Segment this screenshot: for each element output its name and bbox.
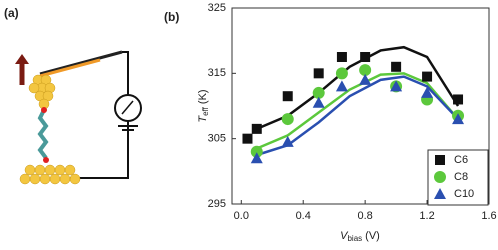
plot-frame bbox=[231, 7, 490, 205]
y-tick-label: 295 bbox=[208, 198, 226, 210]
marker-square bbox=[336, 52, 347, 62]
x-label-unit: (V) bbox=[365, 230, 380, 242]
x-tick-label: 0.4 bbox=[296, 210, 311, 222]
marker-triangle bbox=[452, 113, 465, 125]
marker-triangle bbox=[312, 96, 325, 108]
legend-label: C6 bbox=[454, 154, 468, 166]
marker-circle bbox=[434, 171, 446, 183]
y-label-sub: eff bbox=[201, 106, 210, 116]
meter-needle bbox=[121, 100, 134, 115]
panel-label: (b) bbox=[164, 10, 179, 24]
schematic bbox=[15, 50, 142, 185]
marker-square bbox=[313, 68, 324, 79]
marker-circle bbox=[312, 86, 325, 99]
y-tick-label: 325 bbox=[208, 2, 226, 14]
marker-circle bbox=[281, 113, 294, 126]
marker-circle bbox=[359, 64, 372, 77]
marker-square bbox=[282, 91, 293, 102]
x-axis-label: Vbias (V) bbox=[340, 230, 380, 243]
marker-triangle bbox=[390, 80, 403, 92]
marker-square bbox=[453, 94, 464, 105]
x-tick-label: 0.0 bbox=[234, 210, 249, 222]
marker-square bbox=[435, 155, 445, 165]
legend-label: C8 bbox=[454, 171, 468, 183]
fit-curve bbox=[256, 75, 459, 157]
marker-triangle bbox=[335, 80, 348, 92]
x-label-sub: bias bbox=[347, 234, 362, 243]
marker-square bbox=[251, 123, 262, 134]
marker-square bbox=[391, 61, 402, 72]
fit-curve bbox=[256, 72, 459, 150]
marker-triangle bbox=[281, 135, 294, 147]
anchor-atom bbox=[41, 107, 47, 113]
marker-triangle bbox=[421, 86, 434, 98]
molecule bbox=[37, 109, 49, 160]
panel-label: (a) bbox=[4, 6, 19, 20]
marker-triangle bbox=[359, 73, 372, 85]
gold-top bbox=[28, 74, 56, 110]
legend-label: C10 bbox=[454, 188, 474, 200]
x-tick-label: 1.6 bbox=[481, 210, 496, 222]
gold-bottom bbox=[19, 164, 81, 185]
marker-circle bbox=[250, 145, 263, 158]
marker-square bbox=[360, 52, 371, 62]
x-label-main: V bbox=[340, 230, 349, 242]
tip-coating bbox=[39, 58, 101, 78]
y-label-main: T bbox=[197, 115, 209, 123]
marker-square bbox=[242, 133, 253, 144]
anchor-atom bbox=[43, 157, 49, 163]
x-tick-label: 0.8 bbox=[357, 210, 372, 222]
y-label-unit: (K) bbox=[197, 89, 209, 104]
tip-lever bbox=[39, 50, 123, 76]
x-tick-label: 1.2 bbox=[419, 210, 434, 222]
marker-circle bbox=[335, 67, 348, 80]
y-tick-label: 305 bbox=[208, 133, 226, 145]
marker-triangle bbox=[434, 188, 446, 199]
marker-square bbox=[422, 71, 433, 82]
y-tick-label: 315 bbox=[208, 67, 226, 79]
circuit-wire bbox=[70, 51, 129, 179]
marker-triangle bbox=[250, 152, 263, 164]
y-axis-label: Teff (K) bbox=[197, 89, 210, 122]
battery bbox=[118, 125, 138, 131]
arrow-head bbox=[15, 54, 29, 64]
